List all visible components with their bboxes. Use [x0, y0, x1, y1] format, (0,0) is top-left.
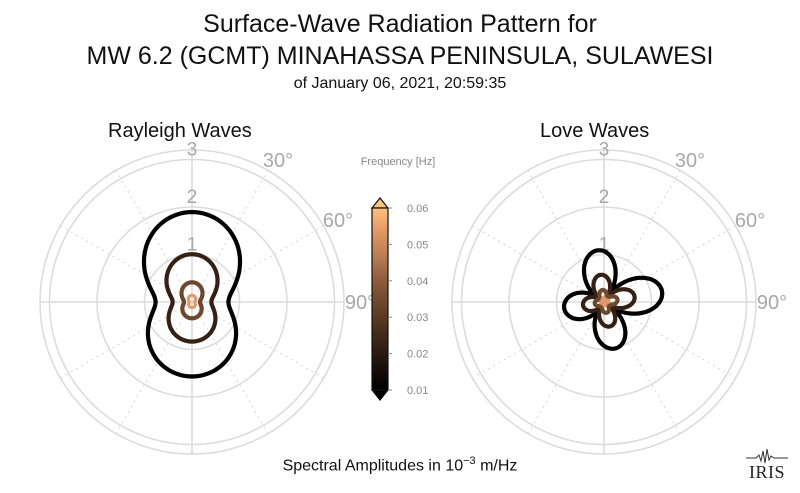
radiation-curve — [179, 280, 205, 321]
seismogram-icon — [746, 448, 788, 464]
rayleigh-panel-title: Rayleigh Waves — [108, 120, 252, 142]
angular-gridline — [191, 170, 269, 303]
radiation-curve — [164, 252, 220, 344]
iris-logo-text: IRIS — [748, 462, 785, 482]
spectral-amplitude-label: Spectral Amplitudes in 10−3 m/Hz — [0, 455, 800, 475]
colorbar-tick-label: 0.01 — [407, 385, 428, 397]
iris-logo: IRIS — [744, 446, 790, 486]
colorbar-tick-label: 0.06 — [407, 203, 428, 215]
radial-tick-label: 3 — [187, 140, 198, 161]
angular-gridline — [472, 301, 605, 379]
colorbar-tick-label: 0.02 — [407, 349, 428, 361]
angle-tick-label: 60° — [323, 210, 353, 232]
amplitude-label-suffix: m/Hz — [475, 457, 518, 475]
angle-tick-label: 90° — [757, 292, 787, 314]
radiation-curve — [599, 296, 611, 308]
angular-gridline — [191, 225, 324, 303]
radial-tick-label: 2 — [187, 187, 198, 208]
radial-tick-label: 1 — [599, 235, 610, 256]
colorbar-min-arrow — [370, 389, 390, 401]
radiation-curve — [580, 272, 637, 329]
radiation-curve — [186, 293, 198, 310]
angular-gridline — [191, 301, 324, 379]
amplitude-label-exponent: −3 — [463, 455, 476, 467]
angular-gridline — [115, 301, 193, 434]
angular-gridline — [191, 301, 269, 434]
radiation-curve — [561, 248, 665, 351]
colorbar-title: Frequency [Hz] — [361, 156, 436, 168]
colorbar-max-arrow — [370, 197, 390, 209]
colorbar-tick-label: 0.03 — [407, 312, 428, 324]
angle-tick-label: 30° — [263, 150, 293, 172]
figure-title: Surface-Wave Radiation Pattern for — [203, 10, 597, 38]
angular-gridline — [472, 225, 605, 303]
angle-tick-label: 90° — [345, 292, 375, 314]
radial-tick-label: 2 — [599, 187, 610, 208]
love-polar-axes: 1 2 3 30° 60° 90° — [451, 140, 787, 455]
amplitude-label-prefix: Spectral Amplitudes in 10 — [282, 457, 464, 475]
colorbar-bar — [371, 207, 389, 391]
colorbar-tick-label: 0.04 — [407, 276, 428, 288]
angular-gridline — [527, 301, 605, 434]
angle-tick-label: 30° — [675, 150, 705, 172]
angular-gridline — [527, 170, 605, 303]
frequency-colorbar: Frequency [Hz] 0.06 0.05 0.04 0.03 0.02 0.01 — [361, 156, 436, 401]
angular-gridline — [60, 225, 193, 303]
radial-tick-label: 1 — [187, 235, 198, 256]
radial-tick-label: 3 — [599, 140, 610, 161]
angle-tick-label: 60° — [735, 210, 765, 232]
angular-gridline — [60, 301, 193, 379]
angular-gridline — [603, 301, 681, 434]
event-date: of January 06, 2021, 20:59:35 — [293, 75, 507, 92]
angular-gridline — [115, 170, 193, 303]
radiation-curve — [141, 210, 243, 379]
love-panel-title: Love Waves — [540, 120, 650, 142]
rayleigh-polar-axes: 1 2 3 30° 60° 90° — [39, 140, 375, 455]
colorbar-tick-label: 0.05 — [407, 239, 428, 251]
event-title: MW 6.2 (GCMT) MINAHASSA PENINSULA, SULAW… — [86, 42, 714, 70]
radiation-curve — [592, 287, 620, 315]
